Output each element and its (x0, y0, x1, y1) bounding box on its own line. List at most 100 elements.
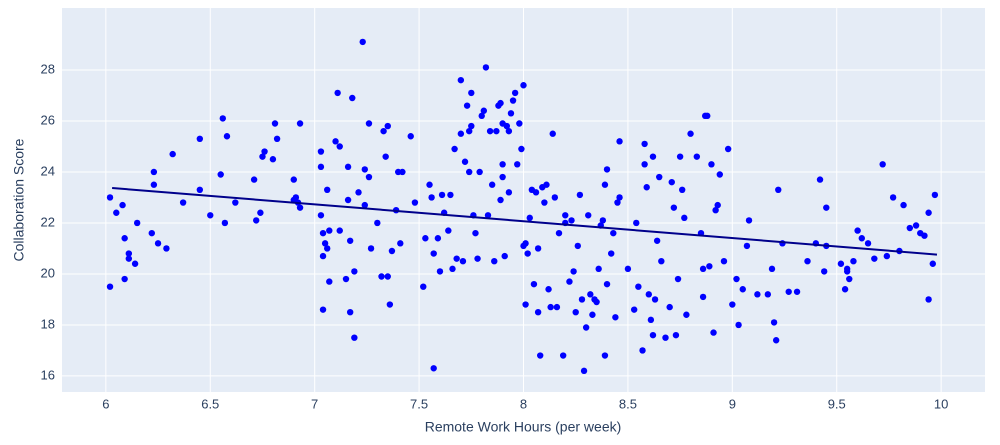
point (864, 240, 872, 247)
point (250, 176, 258, 183)
point (497, 196, 504, 204)
point (367, 245, 375, 252)
point (321, 240, 329, 247)
point (616, 138, 623, 145)
point (386, 301, 394, 308)
point (599, 217, 607, 224)
point (649, 331, 657, 339)
point (816, 176, 824, 183)
point (106, 283, 114, 290)
point (603, 280, 611, 288)
point (608, 250, 615, 257)
point (516, 120, 523, 127)
point (344, 196, 352, 204)
point (349, 94, 356, 102)
point (858, 235, 865, 242)
point (436, 268, 444, 275)
point (468, 122, 475, 130)
point (378, 273, 385, 280)
point (651, 296, 659, 303)
x-tick-label: 6 (102, 396, 109, 411)
point (319, 252, 327, 260)
point (509, 97, 517, 104)
point (361, 201, 368, 209)
point (601, 181, 609, 188)
x-tick-label: 8.5 (619, 396, 637, 411)
point (670, 204, 678, 211)
point (545, 286, 552, 293)
point (549, 130, 556, 137)
point (426, 181, 433, 188)
point (679, 186, 686, 194)
point (662, 334, 669, 341)
point (633, 219, 640, 227)
point (674, 275, 682, 283)
point (843, 265, 851, 273)
point (290, 176, 297, 183)
point (649, 153, 657, 160)
point (499, 173, 506, 181)
x-tick-label: 9 (729, 396, 736, 411)
point (296, 120, 304, 127)
point (635, 283, 642, 290)
point (459, 257, 467, 265)
point (720, 257, 728, 265)
point (912, 222, 920, 229)
point (666, 303, 673, 311)
point (491, 257, 498, 265)
point (317, 212, 325, 219)
point (846, 275, 853, 283)
point (768, 265, 776, 273)
point (355, 189, 362, 196)
point (169, 150, 176, 158)
point (121, 275, 128, 283)
point (522, 301, 529, 308)
point (148, 229, 155, 237)
point (503, 122, 510, 130)
point (397, 240, 404, 247)
point (729, 301, 736, 308)
y-tick-label: 18 (41, 316, 55, 331)
point (770, 319, 778, 326)
point (154, 240, 162, 247)
point (547, 303, 554, 311)
point (772, 337, 780, 344)
point (514, 161, 521, 168)
point (643, 184, 650, 191)
x-tick-label: 10 (934, 396, 948, 411)
point (273, 135, 281, 143)
point (879, 161, 886, 168)
point (324, 245, 331, 252)
point (534, 308, 542, 316)
point (574, 242, 581, 250)
point (507, 110, 515, 117)
x-tick-label: 7.5 (410, 396, 428, 411)
point (319, 229, 327, 237)
point (332, 138, 339, 145)
point (739, 286, 746, 293)
x-tick-label: 7 (311, 396, 318, 411)
point (434, 235, 442, 242)
point (658, 257, 665, 265)
point (449, 265, 456, 273)
point (344, 163, 352, 171)
point (672, 331, 680, 339)
trend-line (112, 187, 938, 256)
point (931, 191, 939, 199)
point (196, 186, 204, 194)
point (526, 214, 533, 222)
point (587, 291, 594, 298)
point (422, 235, 429, 242)
point (461, 158, 469, 165)
point (745, 217, 753, 224)
y-tick-label: 24 (41, 163, 55, 178)
point (163, 245, 170, 252)
point (733, 275, 740, 283)
point (468, 89, 475, 97)
point (326, 227, 333, 234)
point (121, 235, 128, 242)
x-tick-label: 9.5 (828, 396, 846, 411)
point (630, 306, 638, 313)
point (150, 181, 158, 188)
point (125, 250, 133, 257)
